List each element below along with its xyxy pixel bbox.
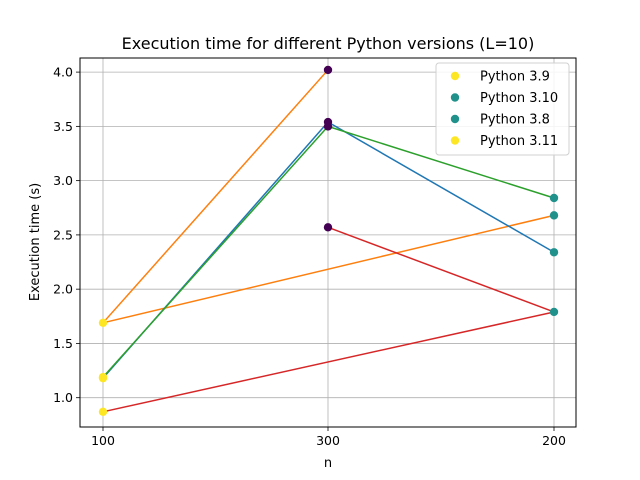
data-points <box>98 65 559 417</box>
legend-marker <box>450 136 460 145</box>
x-ticks: 100 300 200 <box>91 427 566 448</box>
x-tick-label: 200 <box>542 433 566 448</box>
y-tick-label: 1.0 <box>53 390 73 405</box>
y-ticks: 1.0 1.5 2.0 2.5 3.0 3.5 4.0 <box>53 65 80 405</box>
series-line <box>327 226 555 313</box>
legend-box <box>435 62 570 156</box>
data-point <box>98 318 108 328</box>
chart-title: Execution time for different Python vers… <box>122 34 535 53</box>
y-tick-label: 2.0 <box>53 282 73 297</box>
data-point <box>549 211 559 220</box>
x-tick-label: 100 <box>91 433 115 448</box>
legend-label: Python 3.9 <box>480 70 550 85</box>
data-point <box>98 407 108 417</box>
legend-marker <box>450 114 460 124</box>
y-tick-label: 3.0 <box>53 173 73 188</box>
legend-label: Python 3.11 <box>480 134 558 149</box>
legend-label: Python 3.8 <box>480 113 550 128</box>
series-line <box>102 214 555 324</box>
series-line <box>102 311 555 413</box>
data-point <box>323 65 333 75</box>
y-tick-label: 3.5 <box>53 119 73 134</box>
data-point <box>549 248 559 257</box>
legend-label: Python 3.10 <box>480 91 558 106</box>
data-point <box>323 122 333 131</box>
legend-marker <box>450 71 460 81</box>
legend: Python 3.9 Python 3.10 Python 3.8 Python 3.… <box>435 62 570 156</box>
legend-marker <box>450 93 460 102</box>
y-tick-label: 1.5 <box>53 336 73 351</box>
y-tick-label: 4.0 <box>53 65 73 80</box>
plot-frame <box>79 57 577 428</box>
series-line <box>102 69 329 324</box>
x-axis-label: n <box>324 456 332 471</box>
data-point <box>549 193 559 203</box>
data-point <box>323 223 333 232</box>
y-tick-label: 2.5 <box>53 227 73 242</box>
data-point <box>98 373 108 383</box>
x-tick-label: 300 <box>316 433 340 448</box>
data-point <box>549 307 559 317</box>
y-axis-label: Execution time (s) <box>28 183 43 301</box>
